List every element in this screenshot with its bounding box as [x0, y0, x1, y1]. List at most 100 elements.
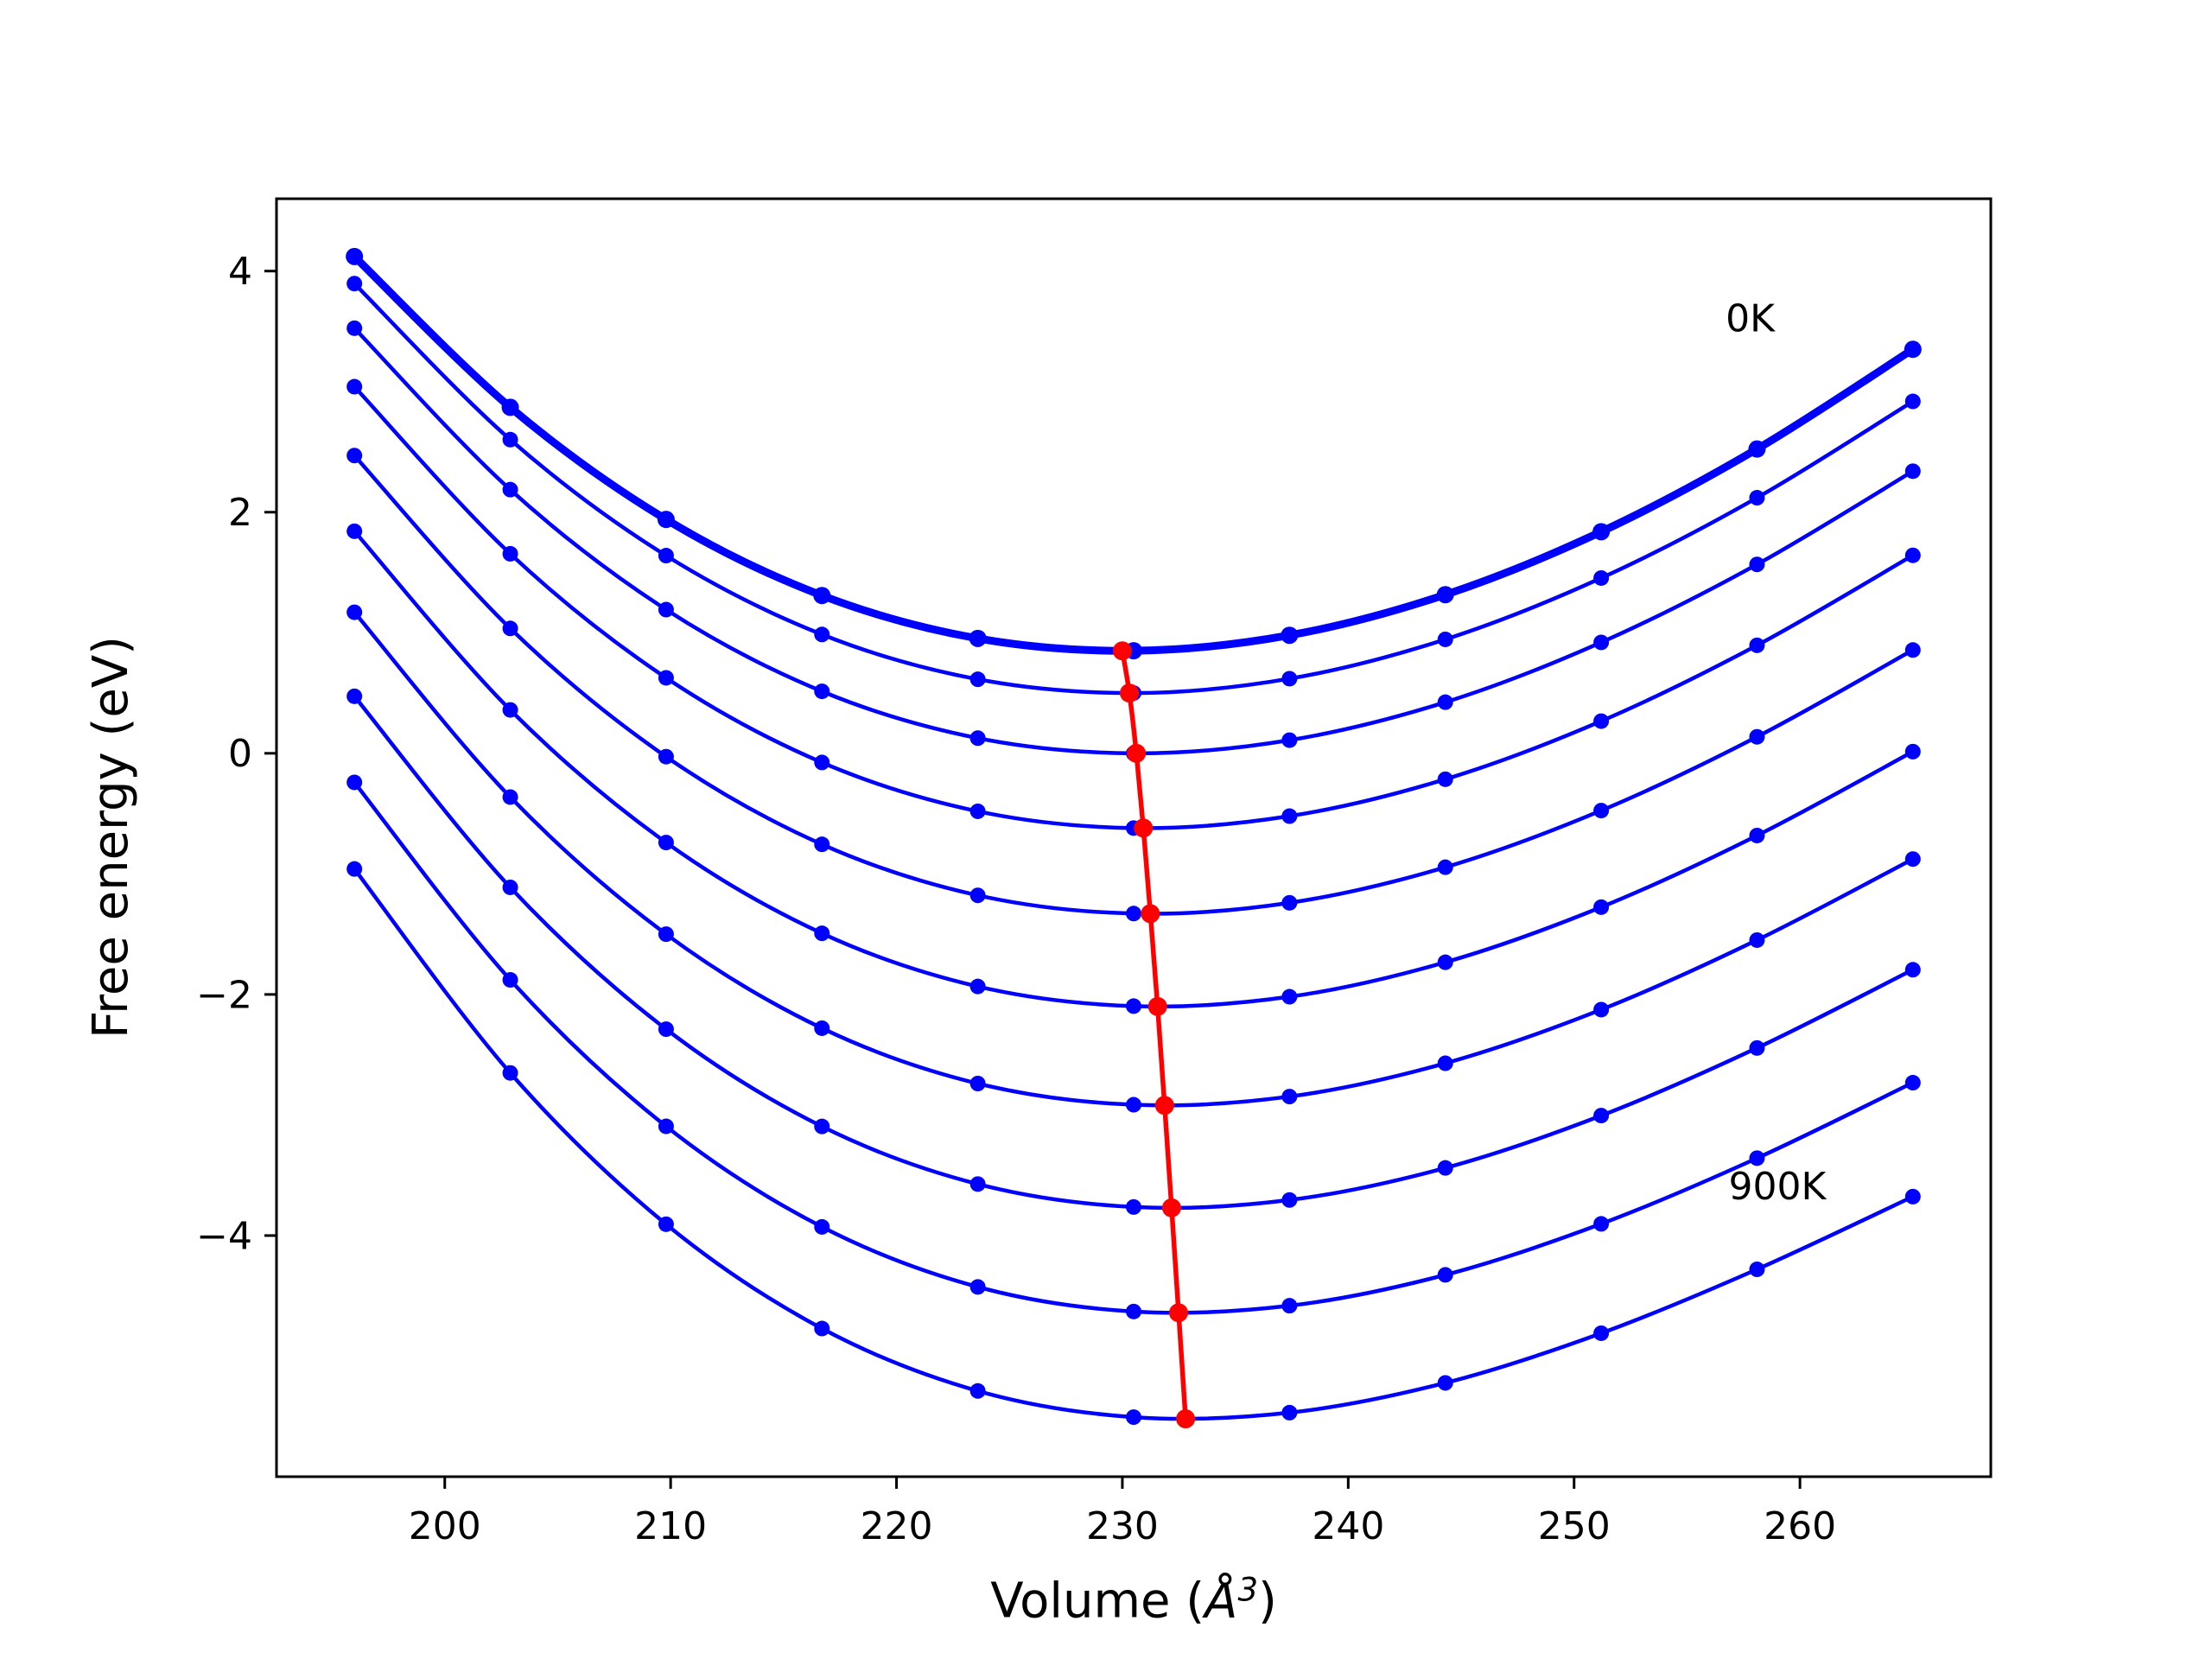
equilibrium-point — [1141, 904, 1160, 924]
data-point-300K — [814, 754, 830, 771]
data-point-400K — [1126, 906, 1141, 922]
data-point-500K — [1281, 988, 1298, 1005]
data-point-300K — [1749, 637, 1765, 653]
data-point-700K — [346, 688, 363, 704]
x-tick-label: 230 — [1086, 1504, 1159, 1548]
data-point-400K — [814, 836, 830, 853]
y-axis-label: Free energy (eV) — [83, 635, 139, 1039]
x-tick-label: 200 — [409, 1504, 481, 1548]
data-point-800K — [1749, 1150, 1765, 1166]
free-energy-curve-900K — [352, 867, 1916, 1421]
data-point-100K — [346, 276, 363, 292]
equilibrium-point — [1154, 1096, 1174, 1116]
data-point-600K — [1593, 1001, 1610, 1018]
data-point-700K — [1126, 1198, 1141, 1215]
data-point-0K — [969, 629, 987, 647]
data-point-200K — [1281, 732, 1298, 748]
equilibrium-point — [1120, 683, 1140, 703]
data-point-0K — [1748, 440, 1766, 458]
y-tick-label: 2 — [228, 491, 252, 535]
data-point-800K — [1904, 1075, 1921, 1091]
data-point-200K — [814, 683, 830, 700]
data-point-100K — [658, 548, 674, 564]
x-axis-label-suffix: ) — [1257, 1573, 1277, 1630]
data-point-100K — [1593, 569, 1610, 586]
data-point-300K — [1904, 547, 1921, 563]
free-energy-curve-200K — [352, 326, 1916, 756]
y-tick-label: 4 — [228, 250, 252, 294]
free-energy-curve-500K — [352, 529, 1916, 1009]
data-point-600K — [1749, 931, 1765, 948]
data-point-100K — [502, 431, 518, 448]
data-point-500K — [502, 702, 518, 718]
angstrom-exponent: 3 — [1237, 1571, 1258, 1608]
x-axis-label-text: Volume ( — [990, 1573, 1205, 1630]
data-point-500K — [1904, 743, 1921, 760]
data-point-800K — [1437, 1267, 1453, 1283]
data-point-800K — [969, 1279, 986, 1295]
data-point-900K — [1126, 1409, 1141, 1426]
data-point-700K — [1437, 1160, 1453, 1176]
data-point-600K — [814, 1020, 830, 1036]
data-point-0K — [501, 398, 519, 416]
data-point-500K — [1126, 998, 1141, 1014]
x-tick-label: 260 — [1764, 1504, 1836, 1548]
data-point-400K — [1281, 894, 1298, 911]
data-point-400K — [658, 748, 674, 765]
data-point-700K — [658, 1021, 674, 1038]
data-point-600K — [502, 789, 518, 805]
data-point-500K — [346, 523, 363, 539]
data-point-200K — [346, 320, 363, 336]
y-tick-label: −2 — [196, 973, 252, 1017]
data-point-300K — [346, 378, 363, 395]
data-point-700K — [1749, 1039, 1765, 1056]
data-point-600K — [1437, 1055, 1453, 1071]
data-point-900K — [814, 1320, 830, 1337]
free-energy-curve-300K — [352, 385, 1916, 830]
free-energy-curve-600K — [352, 610, 1916, 1108]
data-point-400K — [1593, 803, 1610, 819]
x-tick-label: 210 — [634, 1504, 707, 1548]
data-point-400K — [1437, 859, 1453, 875]
equilibrium-point — [1134, 818, 1154, 838]
data-point-400K — [346, 448, 363, 464]
data-point-900K — [502, 1065, 518, 1081]
data-point-200K — [1904, 463, 1921, 480]
data-point-400K — [969, 887, 986, 904]
equilibrium-point — [1127, 743, 1147, 763]
data-point-100K — [1437, 631, 1453, 647]
x-tick-label: 220 — [861, 1504, 933, 1548]
data-point-900K — [1904, 1188, 1921, 1205]
annotation-900k: 900K — [1729, 1165, 1827, 1209]
equilibrium-point — [1169, 1303, 1189, 1323]
equilibrium-point — [1147, 996, 1167, 1016]
data-point-400K — [1749, 728, 1765, 745]
data-point-400K — [502, 620, 518, 637]
data-point-700K — [1593, 1108, 1610, 1124]
data-point-100K — [969, 671, 986, 688]
data-point-500K — [658, 835, 674, 851]
data-point-600K — [658, 926, 674, 943]
data-point-0K — [1281, 626, 1299, 645]
equilibrium-point — [1161, 1198, 1181, 1217]
free-energy-curve-700K — [352, 694, 1916, 1211]
data-point-200K — [1749, 556, 1765, 573]
annotation-0k: 0K — [1726, 296, 1776, 340]
data-point-700K — [969, 1176, 986, 1192]
data-point-0K — [346, 247, 364, 265]
data-point-700K — [1904, 962, 1921, 978]
data-point-0K — [657, 511, 675, 529]
plot-frame — [275, 197, 1993, 1478]
data-point-600K — [969, 1075, 986, 1091]
x-tick-label: 240 — [1312, 1504, 1384, 1548]
data-point-600K — [1126, 1096, 1141, 1113]
data-point-300K — [502, 545, 518, 562]
data-point-0K — [813, 587, 831, 605]
equilibrium-point — [1112, 641, 1132, 661]
x-tick-label: 250 — [1538, 1504, 1611, 1548]
data-point-100K — [1904, 393, 1921, 410]
data-point-800K — [1126, 1303, 1141, 1319]
data-point-900K — [969, 1382, 986, 1399]
data-point-900K — [1749, 1262, 1765, 1278]
